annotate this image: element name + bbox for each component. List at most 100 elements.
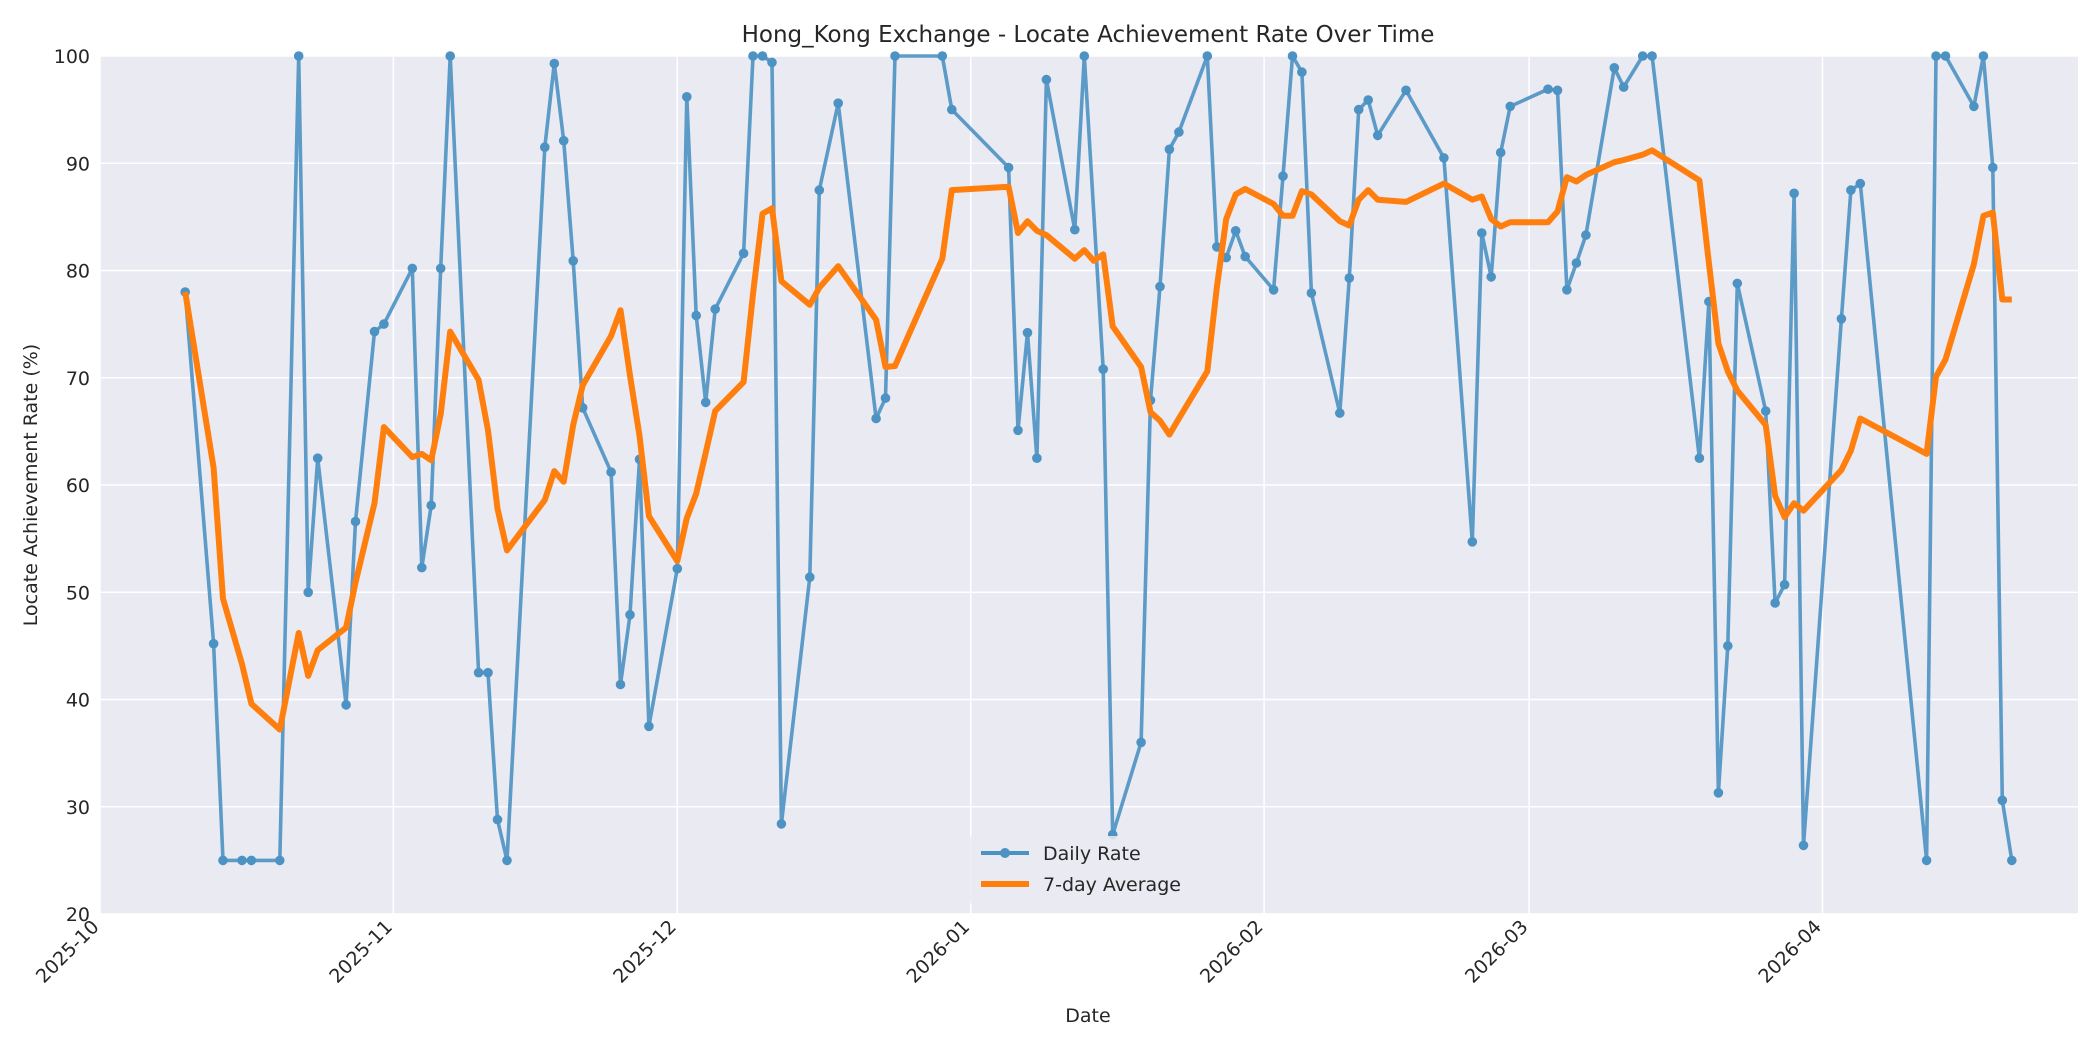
daily-rate-point — [445, 51, 456, 61]
daily-rate-point — [1978, 51, 1989, 61]
daily-rate-point — [1098, 364, 1108, 375]
daily-rate-point — [606, 467, 616, 477]
daily-rate-point — [738, 248, 749, 259]
daily-rate-point — [1136, 737, 1146, 748]
daily-rate-point — [1486, 272, 1496, 282]
daily-rate-point — [1713, 788, 1724, 798]
daily-rate-point — [776, 819, 787, 829]
daily-rate-point — [710, 304, 720, 314]
daily-rate-point — [1694, 453, 1705, 464]
daily-rate-point — [237, 855, 247, 866]
daily-rate-point — [208, 638, 219, 649]
daily-rate-point — [947, 104, 957, 115]
daily-rate-point — [937, 51, 948, 61]
daily-rate-point — [1723, 641, 1733, 651]
daily-rate-point — [1618, 82, 1629, 92]
daily-rate-point — [1401, 85, 1411, 96]
y-tick-label: 50 — [66, 582, 90, 604]
daily-rate-point — [814, 185, 825, 195]
legend-daily-label: Daily Rate — [1043, 843, 1141, 865]
daily-rate-point — [1335, 408, 1345, 418]
daily-rate-point — [1230, 226, 1241, 236]
daily-rate-point — [1562, 285, 1572, 295]
daily-rate-point — [644, 721, 654, 732]
y-tick-labels: 20 30 40 50 60 70 80 90 100 — [54, 46, 90, 926]
daily-rate-point — [1439, 153, 1449, 163]
daily-rate-point — [312, 453, 323, 464]
daily-rate-point — [502, 855, 512, 866]
daily-rate-point — [435, 263, 446, 274]
daily-rate-point — [1997, 795, 2008, 806]
y-tick-label: 80 — [66, 261, 90, 283]
daily-rate-point — [1637, 51, 1648, 61]
x-tick-label: 2025-11 — [325, 916, 397, 988]
daily-rate-point — [549, 58, 560, 69]
daily-rate-point — [303, 587, 314, 598]
daily-rate-point — [492, 814, 503, 825]
x-tick-label: 2026-04 — [1754, 916, 1826, 988]
daily-rate-point — [350, 516, 361, 527]
daily-rate-point — [1041, 74, 1052, 85]
seven-day-average-line — [182, 147, 2012, 733]
daily-rate-point — [833, 98, 843, 108]
daily-rate-point — [1760, 406, 1771, 416]
x-axis-label: Date — [1065, 1005, 1110, 1027]
daily-rate-point — [1798, 840, 1809, 851]
daily-rate-point — [1921, 855, 1932, 866]
daily-rate-point — [672, 563, 683, 574]
daily-rate-line — [183, 54, 2014, 863]
daily-rate-point — [1297, 67, 1307, 77]
y-tick-label: 20 — [66, 904, 90, 926]
daily-rate-point — [426, 500, 437, 511]
x-tick-label: 2026-03 — [1461, 916, 1533, 988]
daily-rate-point — [1079, 51, 1090, 61]
daily-rate-point — [1240, 251, 1250, 262]
daily-rate-point — [275, 855, 285, 866]
daily-rate-point — [748, 51, 758, 61]
daily-rate-point — [1353, 104, 1364, 115]
daily-rate-point — [1969, 101, 1979, 112]
daily-rate-point — [880, 393, 891, 403]
daily-rate-point — [1155, 281, 1165, 292]
daily-rate-point — [246, 855, 257, 866]
daily-rate-point — [1855, 178, 1866, 189]
daily-rate-point — [1344, 273, 1355, 283]
daily-rate-point — [1022, 327, 1033, 338]
daily-rate-point — [700, 397, 711, 408]
daily-rate-point — [1032, 453, 1042, 464]
daily-rate-point — [1287, 51, 1298, 61]
daily-rate-point — [1581, 230, 1591, 240]
daily-rate-point — [558, 135, 569, 146]
y-axis-label: Locate Achievement Rate (%) — [20, 344, 42, 626]
daily-rate-point — [1609, 63, 1620, 73]
legend-average-label: 7-day Average — [1043, 874, 1181, 896]
daily-rate-point — [540, 142, 550, 152]
daily-rate-point — [1363, 95, 1373, 105]
x-tick-label: 2025-12 — [609, 916, 681, 988]
daily-rate-point — [473, 667, 484, 678]
x-tick-label: 2025-10 — [32, 916, 104, 988]
daily-rate-point — [1013, 425, 1023, 436]
daily-rate-point — [1571, 258, 1582, 268]
daily-rate-point — [1174, 127, 1184, 137]
legend: Daily Rate 7-day Average — [969, 836, 1205, 904]
daily-rate-point — [407, 263, 418, 274]
daily-rate-point — [767, 57, 777, 68]
daily-rate-point — [1770, 598, 1780, 608]
daily-rate-point — [1477, 228, 1487, 238]
daily-rate-point — [2007, 855, 2017, 866]
daily-rate-point — [483, 667, 493, 678]
daily-rate-point — [1164, 144, 1175, 155]
daily-rate-point — [625, 610, 635, 620]
daily-rate-point — [682, 92, 692, 102]
daily-rate-point — [1789, 188, 1799, 199]
daily-rate-point — [1505, 101, 1515, 112]
y-tick-label: 70 — [66, 368, 90, 390]
chart-title: Hong_Kong Exchange - Locate Achievement … — [742, 22, 1435, 48]
y-tick-label: 30 — [66, 797, 90, 819]
daily-rate-point — [1647, 51, 1657, 61]
daily-rate-point — [1732, 278, 1743, 289]
daily-rate-point — [568, 255, 578, 266]
daily-rate-point — [341, 700, 351, 710]
x-tick-label: 2026-02 — [1196, 916, 1268, 988]
